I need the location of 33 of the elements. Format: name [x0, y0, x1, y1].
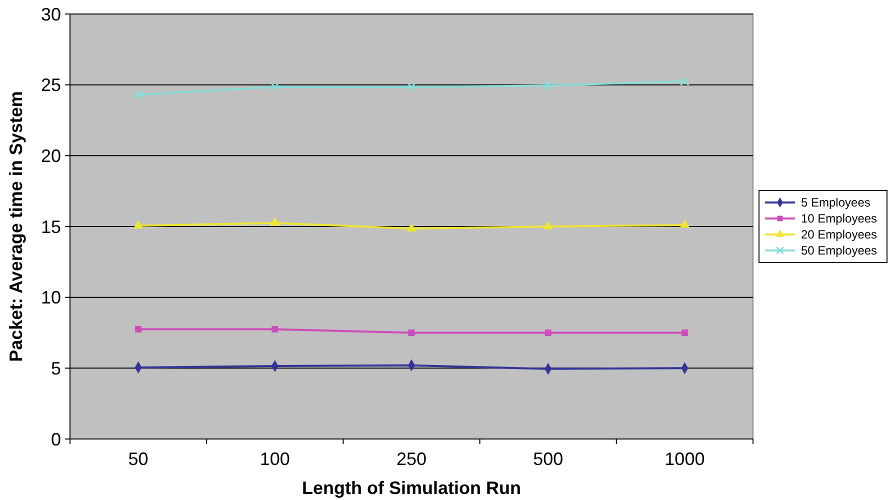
point	[544, 330, 552, 336]
y-tick-label: 20	[40, 146, 61, 166]
x-tick-label: 100	[260, 449, 290, 469]
point	[135, 326, 142, 332]
y-axis-title: Packet: Average time in System	[6, 91, 26, 362]
point	[681, 330, 688, 336]
point	[680, 219, 690, 228]
legend-label: 10 Employees	[801, 212, 878, 226]
legend-label: 50 Employees	[801, 244, 878, 258]
point	[680, 76, 690, 86]
point	[543, 220, 554, 230]
x-tick-label: 50	[128, 449, 148, 469]
point	[270, 217, 280, 226]
y-tick-label: 10	[40, 288, 61, 308]
y-tick-label: 25	[40, 75, 61, 96]
point	[133, 220, 144, 229]
point	[272, 326, 278, 332]
x-tick-label: 1000	[664, 449, 705, 469]
point	[406, 82, 416, 92]
x-tick-label: 250	[396, 449, 427, 469]
point	[543, 80, 553, 90]
legend-label: 5 Employees	[801, 196, 870, 210]
y-tick-label: 15	[40, 216, 61, 237]
y-tick-label: 30	[40, 4, 61, 24]
point	[270, 82, 280, 92]
point	[406, 222, 416, 232]
y-tick-label: 0	[50, 429, 61, 450]
point	[408, 330, 415, 336]
x-tick-label: 500	[533, 449, 564, 469]
legend-label: 20 Employees	[801, 228, 878, 242]
point	[134, 90, 143, 100]
x-axis-title: Length of Simulation Run	[302, 478, 521, 498]
y-tick-label: 5	[50, 358, 61, 378]
